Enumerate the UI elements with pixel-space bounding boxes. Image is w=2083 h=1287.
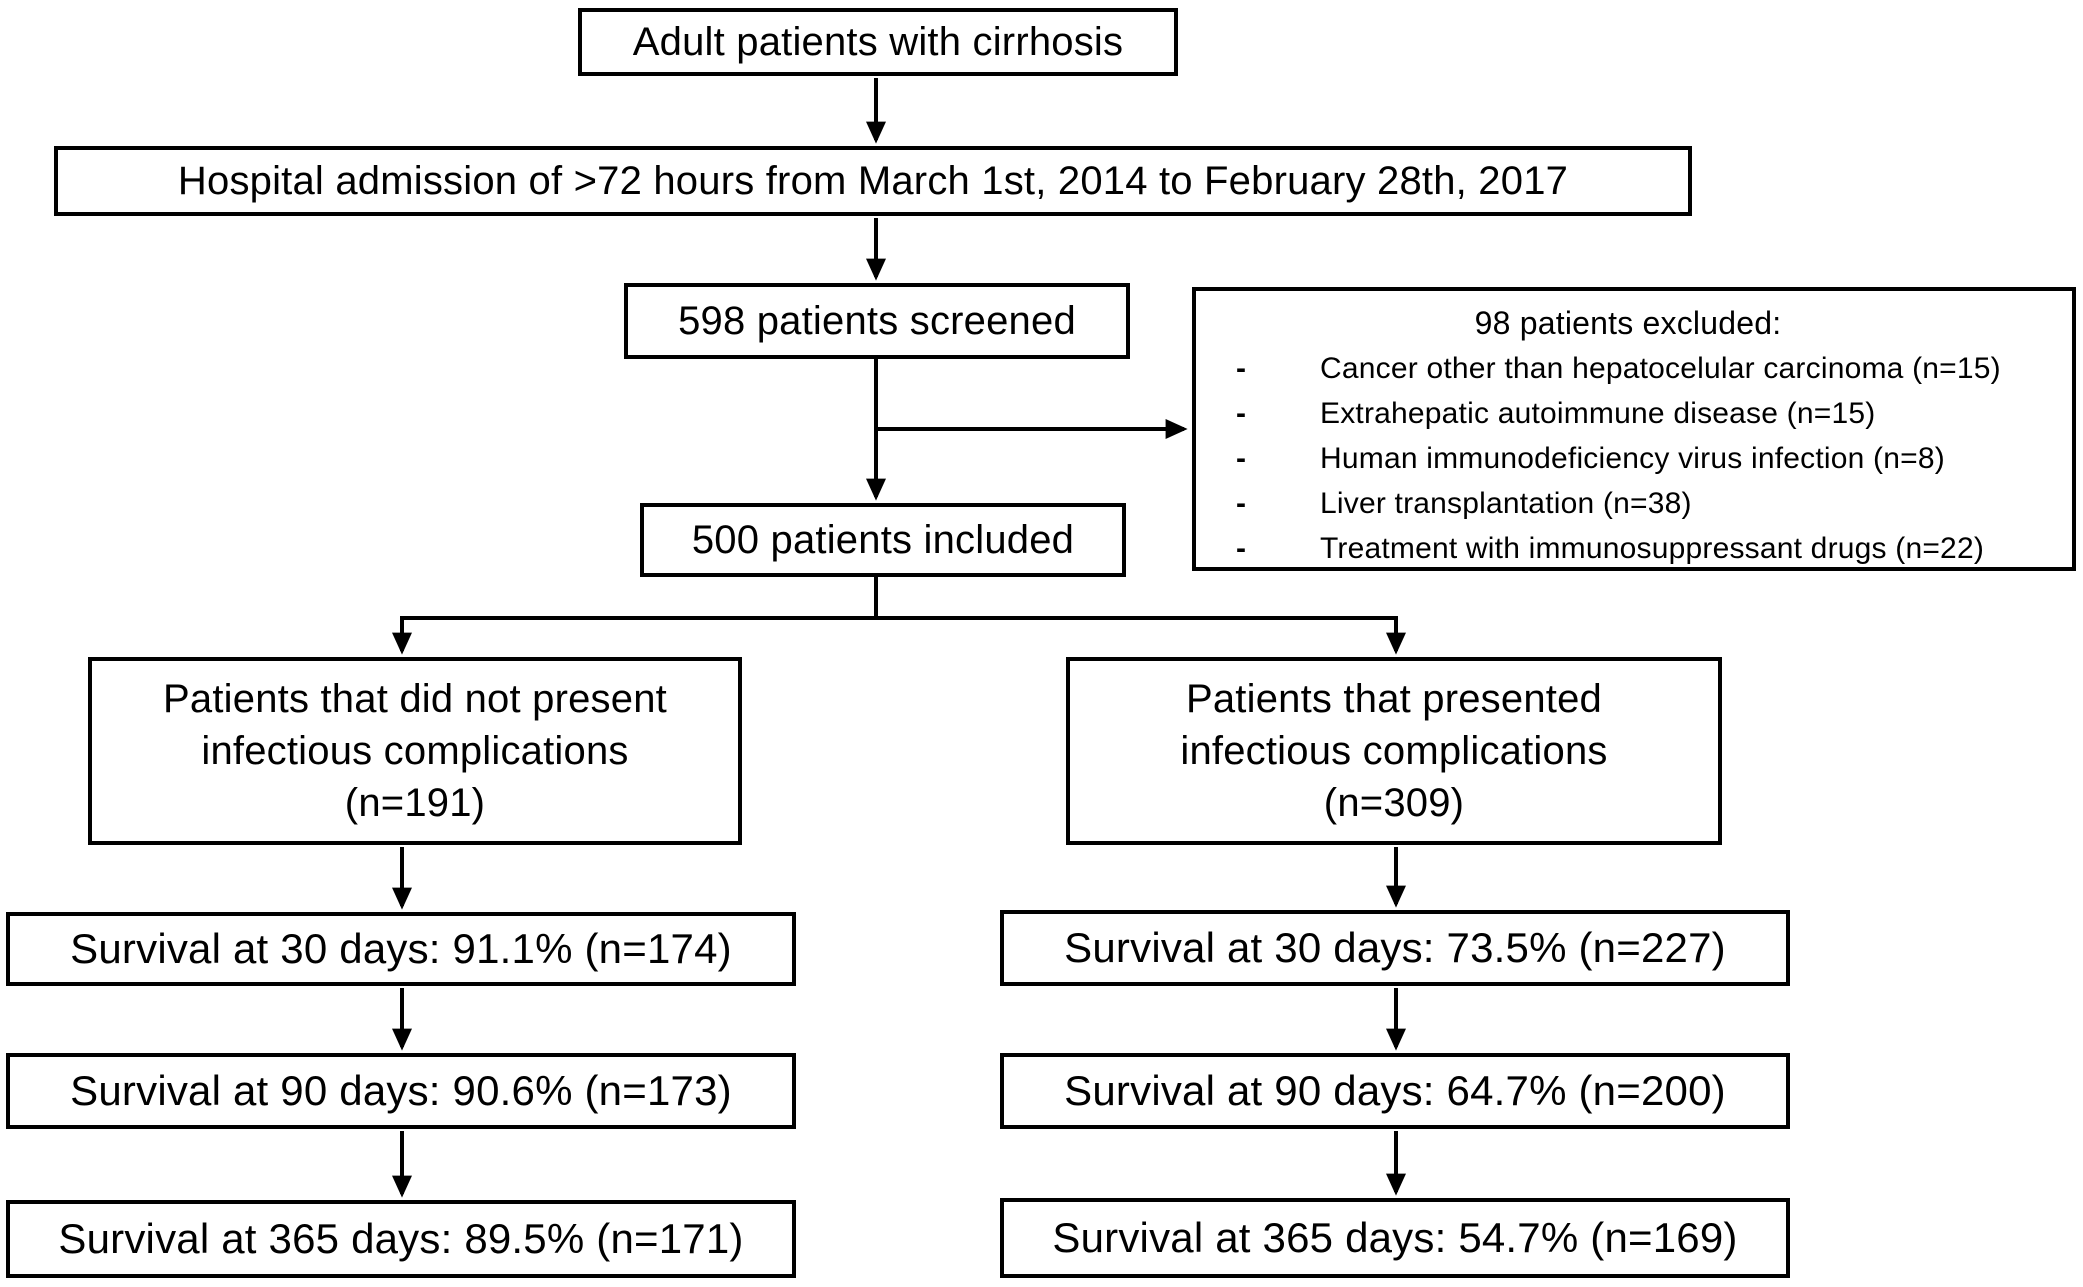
excluded-bullet: -	[1236, 487, 1247, 520]
branch-label-line: infectious complications	[201, 729, 629, 773]
infection-branch-label: Patients that presented infectious compl…	[1180, 673, 1607, 829]
excluded-item-text: Treatment with immunosuppressant drugs (…	[1320, 532, 1985, 565]
excluded-item-text: Human immunodeficiency virus infection (…	[1320, 442, 1945, 475]
no-infection-branch-box: Patients that did not present infectious…	[88, 657, 742, 845]
excluded-bullet: -	[1236, 397, 1247, 430]
excluded-bullet: -	[1236, 442, 1247, 475]
included-box: 500 patients included	[640, 503, 1126, 577]
branch-label-line: infectious complications	[1180, 729, 1608, 773]
screened-box: 598 patients screened	[624, 283, 1130, 359]
no-infection-survival-90-box: Survival at 90 days: 90.6% (n=173)	[6, 1053, 796, 1129]
branch-label-line: (n=191)	[344, 781, 486, 825]
branch-label-line: Patients that did not present	[163, 677, 667, 721]
no-infection-survival-30-box: Survival at 30 days: 91.1% (n=174)	[6, 912, 796, 986]
excluded-title: 98 patients excluded:	[1474, 305, 1782, 341]
no-infection-branch-label: Patients that did not present infectious…	[163, 673, 667, 829]
infection-branch-box: Patients that presented infectious compl…	[1066, 657, 1722, 845]
no-infection-survival-365-box: Survival at 365 days: 89.5% (n=171)	[6, 1200, 796, 1278]
branch-label-line: (n=309)	[1323, 781, 1465, 825]
excluded-item-text: Liver transplantation (n=38)	[1320, 487, 1692, 520]
excluded-bullet: -	[1236, 352, 1247, 385]
excluded-item: - Human immunodeficiency virus infection…	[1196, 436, 2060, 481]
excluded-box: 98 patients excluded: - Cancer other tha…	[1192, 287, 2076, 571]
excluded-item-text: Extrahepatic autoimmune disease (n=15)	[1320, 397, 1876, 430]
branch-label-line: Patients that presented	[1185, 677, 1602, 721]
excluded-item: - Treatment with immunosuppressant drugs…	[1196, 526, 2060, 571]
infection-survival-365-box: Survival at 365 days: 54.7% (n=169)	[1000, 1198, 1790, 1278]
admission-criteria-box: Hospital admission of >72 hours from Mar…	[54, 146, 1692, 216]
excluded-item: - Extrahepatic autoimmune disease (n=15)	[1196, 391, 2060, 436]
infection-survival-30-box: Survival at 30 days: 73.5% (n=227)	[1000, 910, 1790, 986]
infection-survival-90-box: Survival at 90 days: 64.7% (n=200)	[1000, 1053, 1790, 1129]
population-box: Adult patients with cirrhosis	[578, 8, 1178, 76]
excluded-bullet: -	[1236, 532, 1247, 565]
excluded-item: - Cancer other than hepatocelular carcin…	[1196, 346, 2060, 391]
excluded-item: - Liver transplantation (n=38)	[1196, 481, 2060, 526]
excluded-item-text: Cancer other than hepatocelular carcinom…	[1320, 352, 2001, 385]
split-line	[402, 577, 1396, 620]
